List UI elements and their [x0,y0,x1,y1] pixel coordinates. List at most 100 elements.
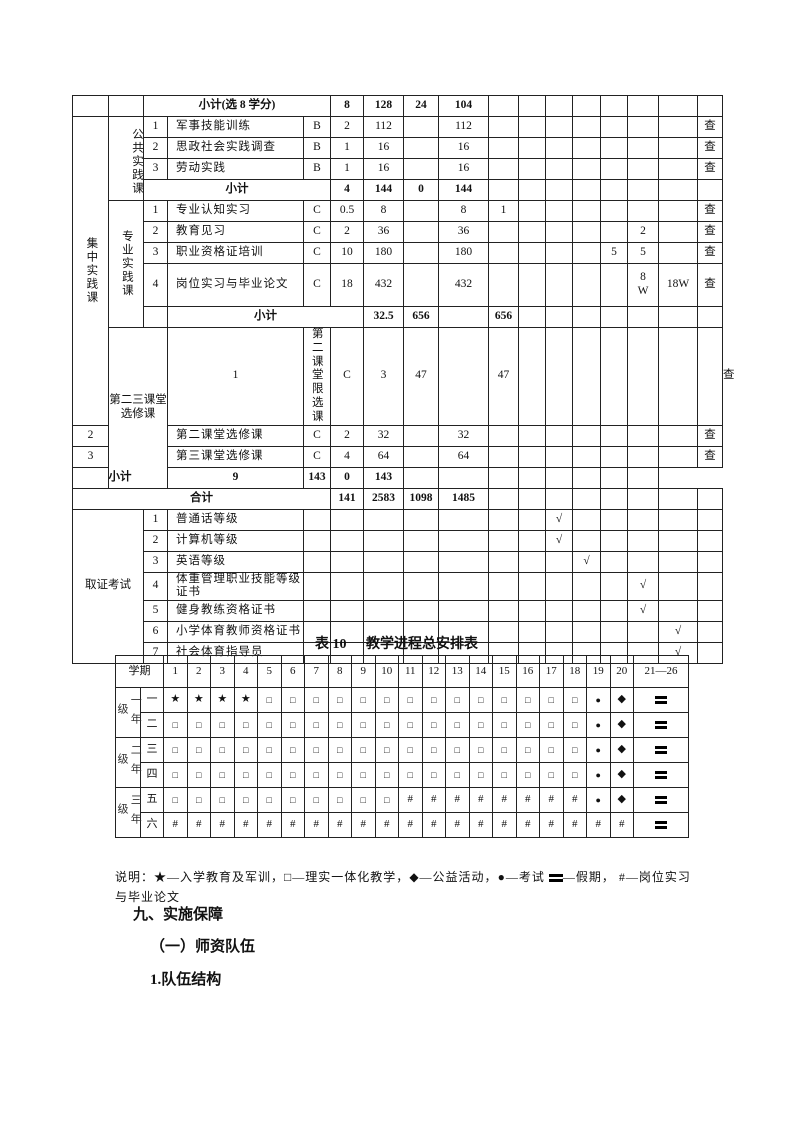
week-cell [545,306,573,328]
semester-cell [600,508,628,531]
legend-text: —岗位实习与毕业论文 [115,870,691,904]
schedule-cell: ● [586,787,611,813]
theory-hours-cell [438,327,489,426]
semester-cell [697,600,723,623]
week-cell [488,487,519,510]
certificate-row: 6 小学体育教师资格证书 √ [73,621,723,644]
semester-cell [545,158,573,180]
semester-cell [545,424,573,447]
legend-text: —公益活动， [419,870,498,884]
semester-cell [518,200,546,222]
schedule-cell: # [492,812,517,838]
week-cell [658,95,698,117]
course-type: C [303,445,331,468]
schedule-cell: □ [374,787,399,813]
schedule-cell: □ [186,787,211,813]
week-cell [627,306,659,328]
semester-cell [488,550,519,573]
semester-cell [518,221,546,243]
schedule-cell: □ [304,737,329,763]
semester-cell [572,571,601,602]
certificate-number: 1 [143,508,168,531]
certificate-row: 3 英语等级 √ [73,550,723,573]
assessment-cell: 查 [697,200,723,222]
semester-cell [627,327,659,426]
empty-cell [108,95,144,117]
schedule-cell: 〓 [633,812,689,838]
semester-cell [600,424,628,447]
semester-cell [545,116,573,138]
semester-cell [600,200,628,222]
schedule-cell: □ [374,712,399,738]
year-label: 三年级 [115,787,141,838]
schedule-cell: □ [186,712,211,738]
assessment-cell: 查 [697,445,723,468]
empty-cell [330,508,364,531]
semester-cell [658,424,698,447]
header-row: 学期 1 2 3 4 5 6 7 8 9 10 11 12 13 14 15 16 17 18 19 20 21—26 [115,655,689,688]
week-header: 20 [609,655,634,688]
week-cell [697,95,723,117]
week-cell [545,179,573,201]
week-cell [572,95,601,117]
schedule-cell: □ [398,712,423,738]
credits-cell: 10 [330,242,364,264]
schedule-cell: □ [539,762,564,788]
semester-cell [658,158,698,180]
week-header: 10 [374,655,399,688]
schedule-cell: ◆ [609,737,634,763]
schedule-cell: □ [304,712,329,738]
course-number: 4 [143,263,168,307]
week-header: 1 [163,655,188,688]
schedule-cell: # [445,787,470,813]
schedule-cell: # [609,812,634,838]
week-cell [697,487,723,510]
week-header: 6 [280,655,305,688]
schedule-cell: # [186,812,211,838]
semester-cell [518,158,546,180]
schedule-cell: □ [374,762,399,788]
week-cell [627,179,659,201]
group-label: 取证考试 [72,508,144,665]
semester-cell [600,571,628,602]
semester-cell [658,529,698,552]
week-header: 17 [539,655,564,688]
schedule-cell: # [468,812,493,838]
semester-cell [572,221,601,243]
schedule-cell: ● [586,737,611,763]
schedule-cell: □ [468,762,493,788]
course-name: 专业认知实习 [167,200,304,222]
week-cell [658,487,698,510]
schedule-cell: □ [562,762,587,788]
semester-cell [658,137,698,159]
assessment-cell: 查 [697,137,723,159]
certificate-name: 英语等级 [167,550,304,573]
term-label: 二 [140,712,164,738]
course-number: 3 [72,445,109,468]
week-header: 16 [515,655,540,688]
theory-hours-cell [403,263,439,307]
schedule-cell: # [586,812,611,838]
schedule-cell: # [398,812,423,838]
course-name: 思政社会实践调查 [167,137,304,159]
legend-symbol: ◆ [409,870,420,884]
practice-course-table: 小计(选 8 学分) 8 128 24 104 集中实践课 公共实践课 1 军事技能训练 B 2 11… [72,95,735,665]
semester-cell [627,424,659,447]
legend-text: —理实一体化教学， [292,870,410,884]
total-hours-cell: 143 [303,466,331,489]
course-name: 军事技能训练 [167,116,304,138]
credits-cell: 4 [330,445,364,468]
certificate-row: 2 计算机等级 √ [73,529,723,552]
theory-hours-cell [403,424,439,447]
semester-cell [572,508,601,531]
schedule-cell: # [233,812,258,838]
certificate-name: 计算机等级 [167,529,304,552]
assessment-cell: 查 [697,242,723,264]
schedule-cell: ◆ [609,787,634,813]
practice-hours-cell: 180 [438,242,489,264]
semester-cell: 8W [627,263,659,307]
semester-cell [572,242,601,264]
empty-cell [363,600,404,623]
week-header: 19 [586,655,611,688]
